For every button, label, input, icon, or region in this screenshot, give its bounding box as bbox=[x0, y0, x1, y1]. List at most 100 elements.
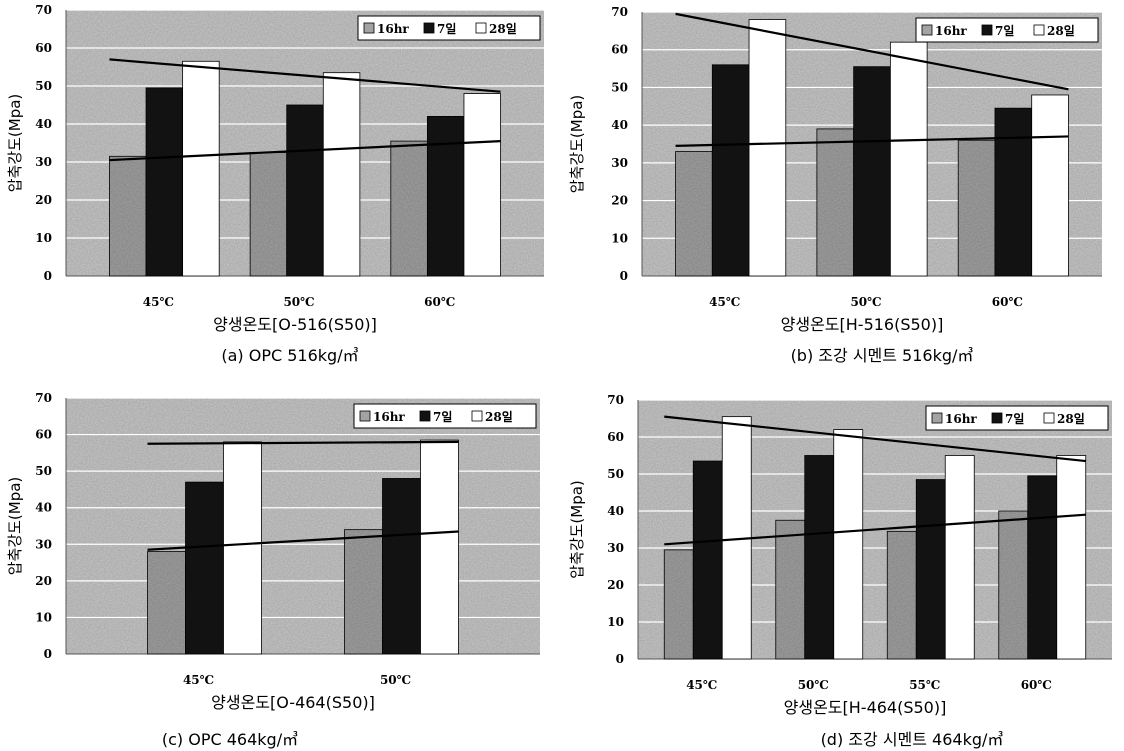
x-tick-label: 45℃ bbox=[183, 673, 214, 687]
bar-texture bbox=[887, 531, 917, 659]
bar-7day bbox=[804, 455, 835, 660]
legend-swatch-7day bbox=[423, 22, 435, 34]
y-tick-label: 30 bbox=[607, 541, 624, 555]
y-tick-label: 10 bbox=[607, 615, 624, 629]
bar-7day bbox=[426, 116, 465, 277]
y-tick-label: 40 bbox=[35, 501, 52, 515]
bar-28day bbox=[944, 455, 975, 660]
legend-swatch-16hr bbox=[359, 410, 371, 422]
x-axis-title: 양생온도[H-516(S50)] bbox=[781, 315, 944, 334]
chart-b-caption: (b) 조강 시멘트 516kg/㎥ bbox=[790, 346, 974, 365]
bar-texture bbox=[390, 141, 428, 276]
bar-28day bbox=[833, 429, 864, 660]
chart-panel-a: 0 10 20 30 40 50 60 70 45℃ 50℃ 60℃ 16hr 7일 28일 양생온도[O-… bbox=[0, 0, 562, 375]
legend-label-16hr: 16hr bbox=[373, 410, 405, 424]
bar-texture bbox=[816, 128, 854, 276]
y-tick-label: 70 bbox=[607, 393, 624, 407]
bar-7day bbox=[853, 66, 891, 277]
legend-box bbox=[357, 15, 541, 41]
legend-label-28day: 28일 bbox=[1047, 24, 1075, 38]
y-tick-label: 10 bbox=[611, 231, 628, 245]
bar-texture bbox=[664, 549, 694, 659]
x-tick-label: 45℃ bbox=[709, 295, 740, 309]
bar-28day bbox=[1031, 94, 1069, 277]
bar-28day bbox=[1056, 455, 1087, 660]
trend-line bbox=[675, 12, 1069, 91]
y-axis-title: 압축강도(Mpa) bbox=[568, 480, 586, 579]
y-tick-label: 10 bbox=[35, 231, 52, 245]
bar-28day bbox=[182, 60, 220, 277]
trend-line bbox=[109, 58, 501, 93]
bar-texture bbox=[250, 152, 287, 276]
bar-7day bbox=[1027, 475, 1058, 660]
trend-line bbox=[664, 415, 1086, 463]
bar-7day bbox=[145, 87, 184, 277]
legend-swatch-28day bbox=[471, 410, 483, 422]
x-axis-title: 양생온도[H-464(S50)] bbox=[784, 698, 947, 717]
bar-texture bbox=[675, 151, 713, 276]
y-axis-title: 압축강도(Mpa) bbox=[6, 94, 24, 193]
y-tick-label: 40 bbox=[607, 504, 624, 518]
y-tick-label: 40 bbox=[35, 117, 52, 131]
x-axis-title: 양생온도[O-464(S50)] bbox=[211, 693, 375, 712]
trend-line bbox=[147, 440, 459, 445]
trend-line bbox=[109, 140, 501, 162]
chart-panel-d: 0 10 20 30 40 50 60 70 45℃ 50℃ 55℃ 60℃ 16hr 7일 28일 양생온도… bbox=[562, 376, 1124, 751]
legend-label-7day: 7일 bbox=[1005, 412, 1024, 426]
y-tick-label: 0 bbox=[620, 269, 628, 283]
legend-label-16hr: 16hr bbox=[935, 24, 967, 38]
y-tick-label: 70 bbox=[35, 391, 52, 405]
bar-28day bbox=[420, 439, 459, 655]
x-tick-label: 45℃ bbox=[686, 678, 717, 692]
plot-texture bbox=[66, 398, 540, 654]
y-tick-label: 50 bbox=[607, 467, 624, 481]
chart-panel-b: 0 10 20 30 40 50 60 70 45℃ 50℃ 60℃ 16hr 7일 28일 양생온도[H-… bbox=[562, 0, 1124, 375]
bar-28day bbox=[463, 93, 501, 277]
legend-box bbox=[925, 405, 1109, 431]
legend-box bbox=[353, 403, 537, 429]
y-tick-label: 60 bbox=[35, 428, 52, 442]
x-tick-label: 50℃ bbox=[380, 673, 411, 687]
bar-7day bbox=[711, 64, 750, 277]
x-tick-label: 60℃ bbox=[1021, 678, 1052, 692]
chart-b-svg: 0 10 20 30 40 50 60 70 45℃ 50℃ 60℃ 16hr 7일 28일양생온도[H-… bbox=[568, 5, 1102, 334]
legend-swatch-7day bbox=[991, 412, 1003, 424]
legend-swatch-28day bbox=[1043, 412, 1055, 424]
legend-label-28day: 28일 bbox=[485, 410, 513, 424]
chart-d-svg: 0 10 20 30 40 50 60 70 45℃ 50℃ 55℃ 60℃ 16hr 7일 28일양생온도… bbox=[568, 393, 1112, 717]
legend-label-7day: 7일 bbox=[437, 22, 456, 36]
bar-texture bbox=[109, 156, 147, 276]
x-tick-label: 45℃ bbox=[143, 295, 174, 309]
y-tick-label: 60 bbox=[611, 43, 628, 57]
x-tick-label: 50℃ bbox=[283, 295, 314, 309]
x-axis-title: 양생온도[O-516(S50)] bbox=[213, 315, 377, 334]
bar-texture bbox=[958, 140, 995, 276]
legend-swatch-28day bbox=[1033, 24, 1045, 36]
legend-swatch-7day bbox=[981, 24, 993, 36]
chart-c-caption: (c) OPC 464kg/㎥ bbox=[161, 730, 299, 749]
x-tick-label: 60℃ bbox=[424, 295, 455, 309]
bar-texture bbox=[147, 551, 186, 654]
y-axis-title: 압축강도(Mpa) bbox=[568, 95, 586, 194]
bar-texture bbox=[775, 520, 805, 659]
bar-7day bbox=[185, 481, 224, 655]
legend-label-16hr: 16hr bbox=[945, 412, 977, 426]
y-tick-label: 70 bbox=[611, 5, 628, 19]
y-tick-label: 50 bbox=[35, 464, 52, 478]
legend-swatch-28day bbox=[475, 22, 487, 34]
bar-7day bbox=[915, 479, 946, 660]
chart-d-caption: (d) 조강 시멘트 464kg/㎥ bbox=[820, 730, 1004, 749]
trend-line bbox=[675, 135, 1069, 147]
chart-a-svg: 0 10 20 30 40 50 60 70 45℃ 50℃ 60℃ 16hr 7일 28일양생온도[O-… bbox=[6, 3, 544, 334]
y-tick-label: 30 bbox=[35, 537, 52, 551]
legend-label-7day: 7일 bbox=[433, 410, 452, 424]
y-tick-label: 40 bbox=[611, 118, 628, 132]
bar-28day bbox=[748, 19, 787, 277]
y-axis-title: 압축강도(Mpa) bbox=[6, 477, 24, 576]
legend-label-16hr: 16hr bbox=[377, 22, 409, 36]
y-tick-label: 60 bbox=[35, 41, 52, 55]
legend-label-28day: 28일 bbox=[489, 22, 517, 36]
y-tick-label: 50 bbox=[611, 80, 628, 94]
y-tick-label: 0 bbox=[44, 269, 52, 283]
y-tick-label: 20 bbox=[35, 193, 52, 207]
